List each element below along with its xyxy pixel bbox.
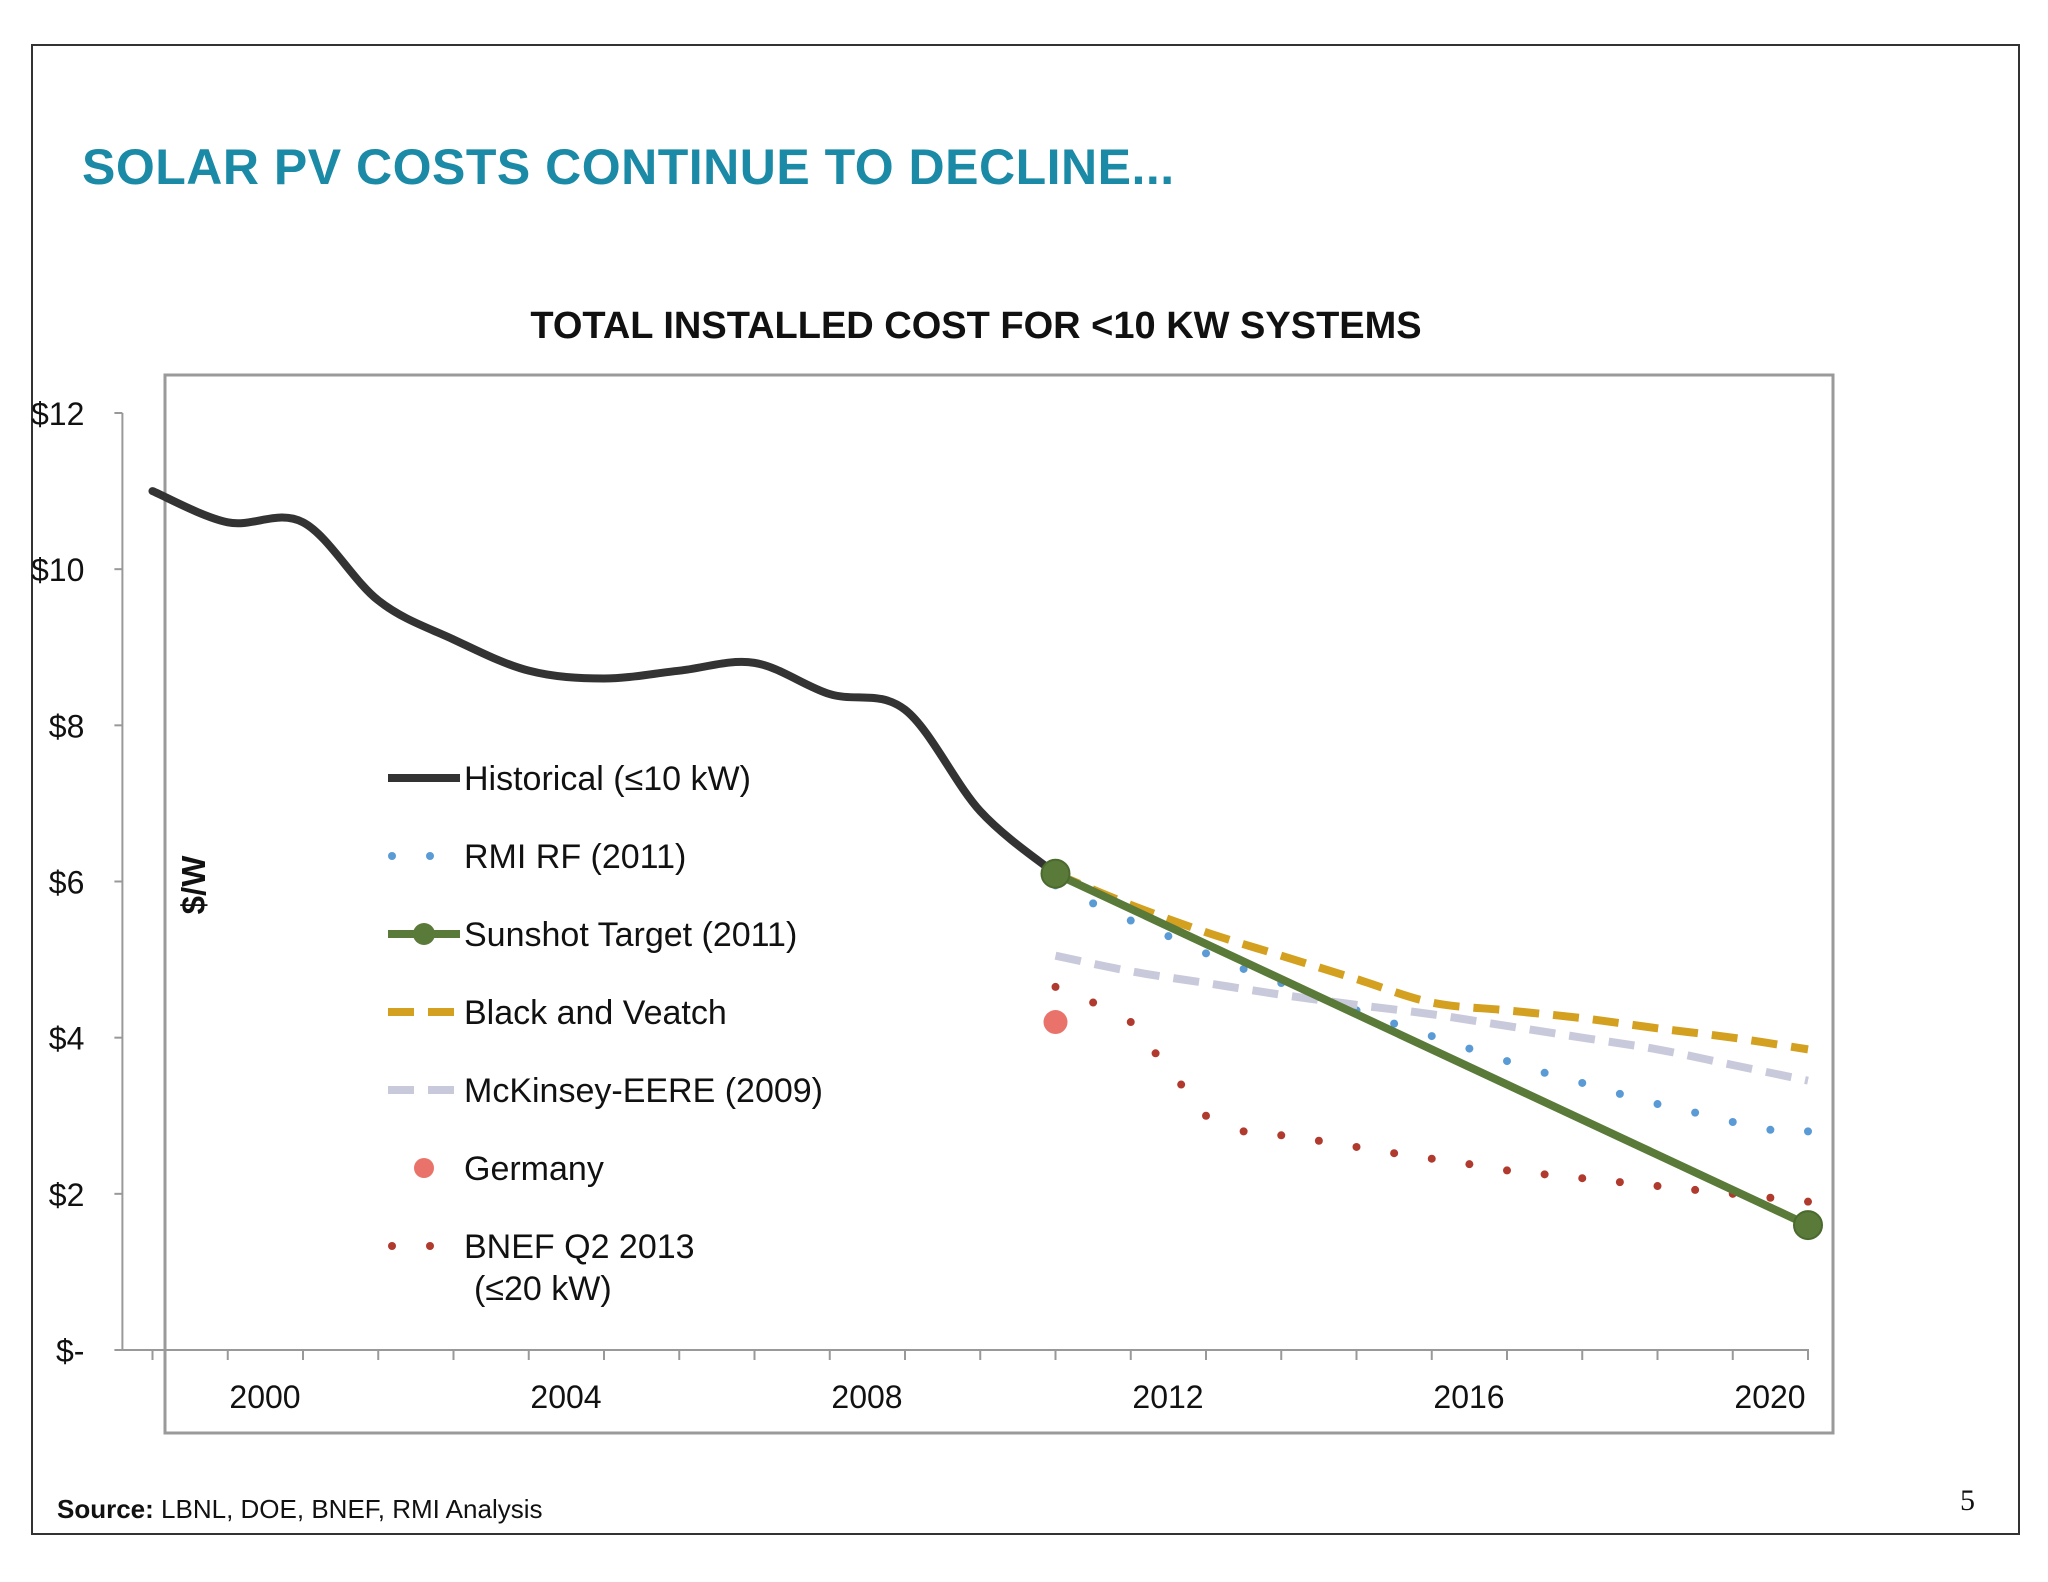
data-point [1051,982,1060,991]
legend-label: RMI RF (2011) [464,838,686,876]
legend-item: Germany [414,1150,604,1188]
x-tick-label: 2012 [1132,1379,1203,1415]
data-point [1578,1078,1587,1087]
legend-swatch [388,1242,396,1250]
series-mckinsey-eere-2009 [1054,951,1809,1085]
data-point [1427,1154,1436,1163]
x-tick-label: 2004 [530,1379,601,1415]
legend-item: RMI RF (2011) [388,838,686,876]
x-tick-label: 2008 [831,1379,902,1415]
data-point [1540,1170,1549,1179]
x-tick-label: 2000 [229,1379,300,1415]
slide-title: SOLAR PV COSTS CONTINUE TO DECLINE... [82,139,1175,195]
legend-swatch [426,1242,434,1250]
y-tick-label: $2 [49,1177,85,1213]
legend-label: BNEF Q2 2013 [464,1228,695,1266]
data-point [1239,964,1248,973]
data-point [1202,949,1210,958]
data-point [1766,1193,1775,1202]
plot-frame [163,373,1835,1435]
data-point [1465,1044,1474,1053]
series-historical-10-kw [148,487,1060,878]
data-point [1465,1160,1474,1169]
y-tick-label: $- [56,1333,84,1369]
data-point [1277,1131,1286,1140]
series-bnef-q2-2013 [1051,982,1812,1206]
source-text: LBNL, DOE, BNEF, RMI Analysis [161,1494,543,1524]
y-tick-label: $8 [49,708,85,744]
series-line [1053,870,1810,1229]
data-point [1089,998,1098,1007]
series-line [1054,951,1809,1085]
legend-swatch [413,923,435,945]
data-point [1503,1166,1511,1175]
data-point [1126,916,1135,925]
data-point [1766,1125,1775,1134]
legend-item: McKinsey-EERE (2009) [388,1072,823,1110]
data-point [1578,1174,1587,1183]
data-point [1164,932,1173,941]
legend: Historical (≤10 kW) RMI RF (2011) Sunshot … [388,760,823,1308]
legend-label: Germany [464,1150,604,1188]
data-point [1615,1178,1624,1187]
legend-label: McKinsey-EERE (2009) [464,1072,823,1110]
data-point [1043,1010,1068,1035]
x-tick-label: 2020 [1734,1379,1805,1415]
y-axis-label: $/W [175,855,212,915]
series-sunshot-target-2011 [1040,858,1823,1241]
series-layer [148,487,1823,1241]
data-point [1202,1111,1210,1120]
data-point [1126,1018,1135,1027]
data-point [1653,1100,1662,1109]
legend-item: BNEF Q2 2013 (≤20 kW) [388,1228,695,1308]
data-point [1804,1197,1812,1206]
legend-item: Historical (≤10 kW) [388,760,751,798]
data-point [1390,1019,1399,1028]
series-line [1053,869,1809,1054]
legend-label: Sunshot Target (2011) [464,916,797,954]
legend-swatch [388,852,396,860]
series-black-and-veatch [1053,869,1809,1054]
data-point [1691,1185,1700,1194]
legend-label: Historical (≤10 kW) [464,760,751,798]
data-point [1653,1182,1662,1191]
data-point [1239,1127,1248,1136]
data-point [1089,899,1098,908]
y-tick-label: $4 [49,1021,85,1057]
data-point [1691,1108,1700,1117]
data-point [1177,1080,1186,1089]
series-germany [1043,1010,1068,1035]
data-point [1728,1117,1737,1126]
y-tick-label: $6 [49,865,85,901]
x-tick-label: 2016 [1433,1379,1504,1415]
data-point [1352,1142,1361,1151]
data-point [1804,1127,1812,1136]
legend-label: Black and Veatch [464,994,727,1032]
axes: $- $2 $4 $6 $8 $10 $12 2000 2004 2008 2012 2016 2020 [31,396,1809,1415]
data-point [1427,1032,1436,1041]
legend-swatch [426,852,434,860]
legend-item: Sunshot Target (2011) [388,916,797,954]
series-line [148,487,1060,878]
legend-swatch [414,1158,434,1178]
legend-label: (≤20 kW) [474,1270,612,1308]
data-point [1793,1210,1823,1241]
y-tick-label: $12 [31,396,84,432]
data-point [1314,1136,1323,1145]
legend-item: Black and Veatch [388,994,727,1032]
page-number: 5 [1960,1484,1975,1517]
source-note: Source: LBNL, DOE, BNEF, RMI Analysis [57,1494,543,1525]
source-label: Source: [57,1494,154,1524]
data-point [1040,858,1071,889]
data-point [1615,1089,1624,1098]
data-point [1390,1149,1399,1158]
chart-title: TOTAL INSTALLED COST FOR <10 KW SYSTEMS [530,305,1421,347]
data-point [1540,1068,1549,1077]
data-point [1503,1057,1511,1066]
y-tick-label: $10 [31,552,84,588]
data-point [1151,1049,1160,1058]
